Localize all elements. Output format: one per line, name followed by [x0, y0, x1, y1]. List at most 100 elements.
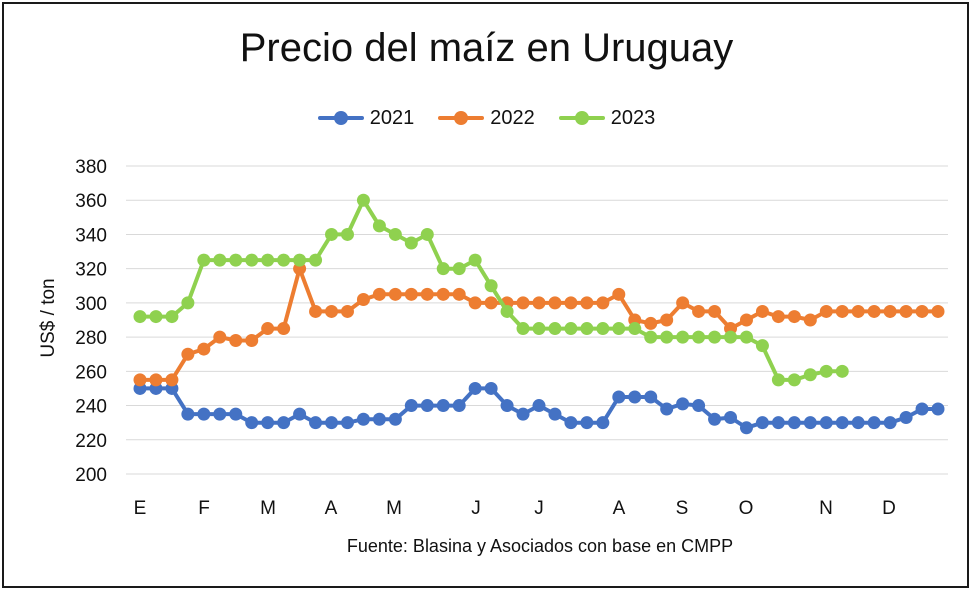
point-2022-29 — [596, 296, 610, 310]
point-2021-5 — [213, 407, 227, 421]
point-2023-33 — [660, 330, 674, 344]
point-2022-11 — [309, 304, 323, 318]
point-2021-39 — [755, 416, 769, 430]
legend-swatch-0 — [317, 108, 364, 128]
point-2021-4 — [197, 407, 211, 421]
point-2023-14 — [356, 193, 370, 207]
point-2022-35 — [692, 304, 706, 318]
chart-title: Precio del maíz en Uruguay — [239, 26, 734, 70]
point-2022-14 — [356, 292, 370, 306]
point-2022-47 — [883, 304, 897, 318]
point-2021-27 — [564, 416, 578, 430]
x-tick-label-1: F — [198, 498, 210, 519]
point-2023-19 — [436, 262, 450, 276]
point-2021-14 — [356, 412, 370, 426]
point-2022-48 — [899, 304, 913, 318]
point-2022-50 — [931, 304, 945, 318]
point-2023-38 — [739, 330, 753, 344]
point-2021-42 — [803, 416, 817, 430]
y-tick-label-200: 200 — [75, 465, 107, 486]
point-2022-9 — [277, 322, 291, 336]
y-tick-label-320: 320 — [75, 260, 107, 281]
point-2022-41 — [787, 310, 801, 324]
point-2021-23 — [500, 399, 514, 413]
point-2021-34 — [676, 397, 690, 411]
point-2021-15 — [372, 412, 386, 426]
point-2021-25 — [532, 399, 546, 413]
point-2022-7 — [245, 334, 259, 348]
point-2021-9 — [277, 416, 291, 430]
point-2021-48 — [899, 411, 913, 425]
y-tick-label-240: 240 — [75, 397, 107, 418]
point-2022-42 — [803, 313, 817, 327]
point-2023-6 — [229, 253, 243, 267]
point-2023-15 — [372, 219, 386, 233]
point-2022-2 — [165, 373, 179, 387]
point-2021-20 — [452, 399, 466, 413]
legend-marker-0 — [333, 111, 348, 125]
point-2021-16 — [388, 412, 402, 426]
point-2021-7 — [245, 416, 259, 430]
point-2023-9 — [277, 253, 291, 267]
legend-label-2: 2023 — [610, 106, 656, 129]
point-2022-13 — [340, 304, 354, 318]
point-2021-36 — [708, 412, 722, 426]
point-2022-17 — [404, 287, 418, 301]
legend: 2021 2022 2023 — [0, 104, 973, 132]
y-axis-label: US$ / ton — [38, 278, 59, 357]
source-note: Fuente: Blasina y Asociados con base en … — [346, 536, 734, 556]
x-tick-label-3: A — [325, 498, 338, 519]
point-2022-20 — [452, 287, 466, 301]
point-2022-1 — [149, 373, 163, 387]
point-2021-18 — [420, 399, 434, 413]
point-2021-41 — [787, 416, 801, 430]
y-tick-label-360: 360 — [75, 191, 107, 212]
y-tick-label-380: 380 — [75, 157, 107, 178]
legend-marker-2 — [574, 111, 589, 125]
legend-item-0: 2021 — [317, 104, 415, 132]
point-2021-46 — [867, 416, 881, 430]
y-tick-label-340: 340 — [75, 225, 107, 246]
point-2022-24 — [516, 296, 530, 310]
legend-label-1: 2022 — [490, 106, 535, 129]
point-2022-45 — [851, 304, 865, 318]
y-tick-label-280: 280 — [75, 328, 107, 349]
point-2021-38 — [739, 421, 753, 435]
point-2023-31 — [628, 322, 642, 336]
point-2022-18 — [420, 287, 434, 301]
point-2022-49 — [915, 304, 929, 318]
point-2023-10 — [293, 253, 307, 267]
point-2023-5 — [213, 253, 227, 267]
point-2023-41 — [787, 373, 801, 387]
x-tick-label-4: M — [386, 498, 402, 519]
point-2021-49 — [915, 402, 929, 416]
point-2022-26 — [548, 296, 562, 310]
point-2022-40 — [771, 310, 785, 324]
point-2023-0 — [133, 310, 147, 324]
point-2023-18 — [420, 227, 434, 241]
point-2023-34 — [676, 330, 690, 344]
point-2021-43 — [819, 416, 833, 430]
point-2021-26 — [548, 407, 562, 421]
legend-item-2: 2023 — [558, 104, 656, 132]
point-2022-22 — [484, 296, 498, 310]
point-2022-25 — [532, 296, 546, 310]
point-2021-10 — [293, 407, 307, 421]
point-2023-23 — [500, 304, 514, 318]
x-tick-label-7: A — [613, 498, 626, 519]
point-2023-8 — [261, 253, 275, 267]
point-2021-3 — [181, 407, 195, 421]
point-2023-42 — [803, 368, 817, 382]
point-2022-27 — [564, 296, 578, 310]
x-tick-label-8: S — [676, 498, 689, 519]
point-2023-43 — [819, 364, 833, 378]
point-2021-37 — [724, 411, 738, 425]
legend-label-0: 2021 — [369, 106, 415, 129]
point-2021-47 — [883, 416, 897, 430]
point-2022-32 — [644, 316, 658, 330]
point-2021-32 — [644, 390, 658, 404]
point-2021-19 — [436, 399, 450, 413]
point-2022-38 — [739, 313, 753, 327]
point-2023-32 — [644, 330, 658, 344]
y-tick-label-220: 220 — [75, 431, 107, 452]
